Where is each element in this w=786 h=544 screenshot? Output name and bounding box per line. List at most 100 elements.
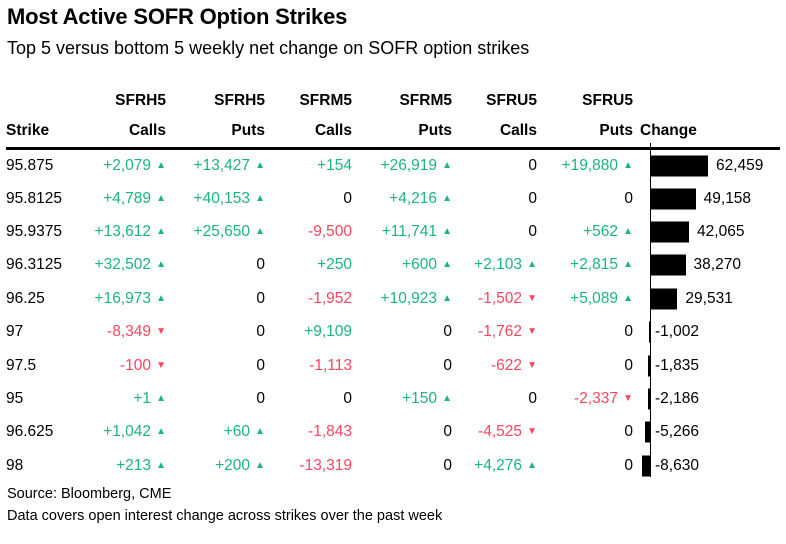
value-cell-content: +200 ▲ (166, 457, 265, 475)
value-cell-content: -1,762 ▼ (452, 323, 537, 341)
net-change-value: 0 (443, 456, 452, 474)
up-arrow-icon: ▲ (527, 259, 537, 271)
value-cell-content: -9,500 (265, 223, 352, 241)
change-cell: -1,835 (633, 349, 780, 382)
net-change-value: 0 (624, 423, 633, 441)
value-cell-content: -13,319 (265, 457, 352, 475)
value-cell-content: 0 (537, 457, 633, 475)
value-cell-content: 0 (352, 323, 452, 341)
value-cell: -1,502 ▼ (452, 282, 537, 315)
net-change-value: 0 (624, 189, 633, 207)
value-cell-content: 0 (352, 457, 452, 475)
value-cell: +11,741 ▲ (352, 215, 452, 248)
value-cell-content: +60 ▲ (166, 423, 265, 441)
net-change-value: 0 (624, 356, 633, 374)
column-header-puts: Puts (537, 110, 633, 150)
table-row: 95.875 +2,079 ▲ +13,427 ▲ +154 +26,919 ▲ 0 +19,88… (6, 149, 780, 182)
value-cell-content: +25,650 ▲ (166, 223, 265, 241)
net-change-value: +9,109 (304, 323, 352, 341)
value-cell: 0 (452, 215, 537, 248)
value-cell-content: +562 ▲ (537, 223, 633, 241)
net-change-value: +32,502 (94, 256, 151, 274)
value-cell: -1,843 (265, 416, 352, 449)
value-cell-content: 0 (537, 357, 633, 375)
value-cell: -8,349 ▼ (90, 315, 166, 348)
change-cell: 38,270 (633, 249, 780, 282)
value-cell-content: 0 (537, 423, 633, 441)
value-cell: +5,089 ▲ (537, 282, 633, 315)
value-cell-content: 0 (452, 190, 537, 208)
value-cell: +4,276 ▲ (452, 449, 537, 482)
up-arrow-icon: ▲ (623, 159, 633, 171)
change-value: 42,065 (697, 222, 745, 240)
value-cell-content: 0 (265, 190, 352, 208)
net-change-value: 0 (256, 289, 265, 307)
up-arrow-icon: ▲ (442, 292, 452, 304)
net-change-value: +213 (116, 456, 151, 474)
up-arrow-icon: ▲ (156, 459, 166, 471)
change-value: -1,002 (655, 323, 699, 341)
net-change-value: +25,650 (193, 222, 250, 240)
value-cell: 0 (537, 349, 633, 382)
value-cell: +2,079 ▲ (90, 149, 166, 182)
change-bar (650, 188, 696, 210)
value-cell-content: 0 (166, 256, 265, 274)
net-change-value: +4,276 (474, 456, 522, 474)
down-arrow-icon: ▼ (527, 292, 537, 304)
value-cell-content: +4,789 ▲ (90, 190, 166, 208)
table-header: SFRH5 SFRH5 SFRM5 SFRM5 SFRU5 SFRU5 Stri… (6, 86, 780, 150)
change-value: 29,531 (685, 289, 733, 307)
column-header-row: Strike Calls Puts Calls Puts Calls Puts … (6, 110, 780, 150)
net-change-value: 0 (624, 323, 633, 341)
value-cell-content: 0 (166, 323, 265, 341)
value-cell-content: 0 (452, 157, 537, 175)
change-value: -1,835 (655, 356, 699, 374)
value-cell-content: +4,276 ▲ (452, 457, 537, 475)
up-arrow-icon: ▲ (623, 292, 633, 304)
down-arrow-icon: ▼ (623, 392, 633, 404)
change-bar (650, 155, 708, 177)
net-change-value: +26,919 (380, 156, 437, 174)
table-row: 95.9375 +13,612 ▲ +25,650 ▲ -9,500 +11,741 ▲ 0 +5… (6, 215, 780, 248)
value-cell: 0 (352, 416, 452, 449)
value-cell: +25,650 ▲ (166, 215, 265, 248)
net-change-value: +2,815 (570, 256, 618, 274)
column-header-puts: Puts (166, 110, 265, 150)
up-arrow-icon: ▲ (527, 459, 537, 471)
value-cell-content: 0 (166, 357, 265, 375)
net-change-value: +13,427 (193, 156, 250, 174)
column-header-puts: Puts (352, 110, 452, 150)
net-change-value: +2,103 (474, 256, 522, 274)
value-cell-content: +2,079 ▲ (90, 157, 166, 175)
value-cell: 0 (537, 182, 633, 215)
page-subtitle: Top 5 versus bottom 5 weekly net change … (7, 38, 530, 58)
value-cell-content: 0 (452, 390, 537, 408)
net-change-value: +10,923 (380, 289, 437, 307)
change-cell: 49,158 (633, 182, 780, 215)
down-arrow-icon: ▼ (527, 326, 537, 338)
bar-chart-zero-baseline (650, 143, 651, 477)
value-cell: 0 (452, 149, 537, 182)
net-change-value: 0 (624, 456, 633, 474)
up-arrow-icon: ▲ (442, 259, 452, 271)
net-change-value: 0 (443, 423, 452, 441)
table-row: 98 +213 ▲ +200 ▲ -13,319 0 +4,276 ▲ 0 -8,630 (6, 449, 780, 482)
value-cell-content: -100 ▼ (90, 357, 166, 375)
strike-cell: 95 (6, 389, 24, 407)
value-cell: 0 (352, 315, 452, 348)
value-cell: +1,042 ▲ (90, 416, 166, 449)
change-value: 62,459 (716, 156, 764, 174)
contract-header: SFRU5 (486, 92, 537, 109)
value-cell: 0 (166, 349, 265, 382)
value-cell-content: +32,502 ▲ (90, 256, 166, 274)
value-cell-content: +1 ▲ (90, 390, 166, 408)
header-spacer (6, 86, 90, 110)
up-arrow-icon: ▲ (156, 225, 166, 237)
contract-header: SFRH5 (115, 92, 166, 109)
value-cell-content: -1,113 (265, 357, 352, 375)
up-arrow-icon: ▲ (255, 459, 265, 471)
change-bar (641, 455, 650, 477)
value-cell-content: 0 (265, 390, 352, 408)
value-cell: +562 ▲ (537, 215, 633, 248)
value-cell-content: -2,337 ▼ (537, 390, 633, 408)
